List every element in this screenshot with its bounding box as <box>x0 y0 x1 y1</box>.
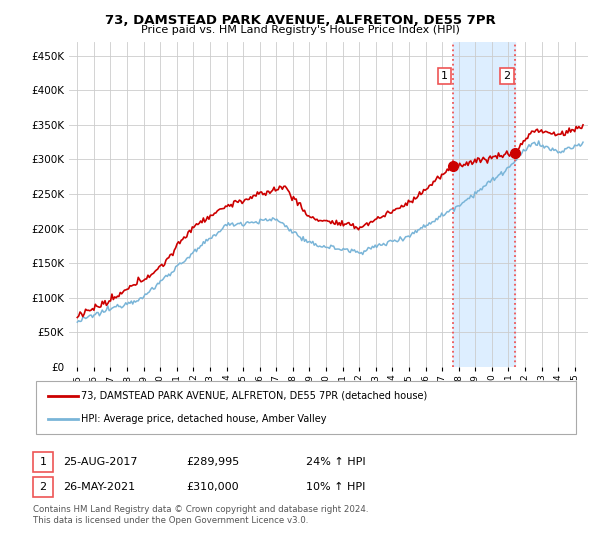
Text: 25-AUG-2017: 25-AUG-2017 <box>63 457 137 467</box>
Text: £289,995: £289,995 <box>186 457 239 467</box>
Text: £310,000: £310,000 <box>186 482 239 492</box>
Text: 1: 1 <box>40 457 46 467</box>
Text: 1: 1 <box>441 71 448 81</box>
Text: Price paid vs. HM Land Registry's House Price Index (HPI): Price paid vs. HM Land Registry's House … <box>140 25 460 35</box>
Text: HPI: Average price, detached house, Amber Valley: HPI: Average price, detached house, Ambe… <box>81 414 326 424</box>
Bar <box>453 42 515 367</box>
Text: Contains HM Land Registry data © Crown copyright and database right 2024.
This d: Contains HM Land Registry data © Crown c… <box>33 505 368 525</box>
Text: 2: 2 <box>40 482 46 492</box>
Text: 2: 2 <box>503 71 511 81</box>
Text: 26-MAY-2021: 26-MAY-2021 <box>63 482 135 492</box>
Text: 24% ↑ HPI: 24% ↑ HPI <box>306 457 365 467</box>
Text: 73, DAMSTEAD PARK AVENUE, ALFRETON, DE55 7PR (detached house): 73, DAMSTEAD PARK AVENUE, ALFRETON, DE55… <box>81 391 427 401</box>
Text: 73, DAMSTEAD PARK AVENUE, ALFRETON, DE55 7PR: 73, DAMSTEAD PARK AVENUE, ALFRETON, DE55… <box>104 14 496 27</box>
Text: 10% ↑ HPI: 10% ↑ HPI <box>306 482 365 492</box>
